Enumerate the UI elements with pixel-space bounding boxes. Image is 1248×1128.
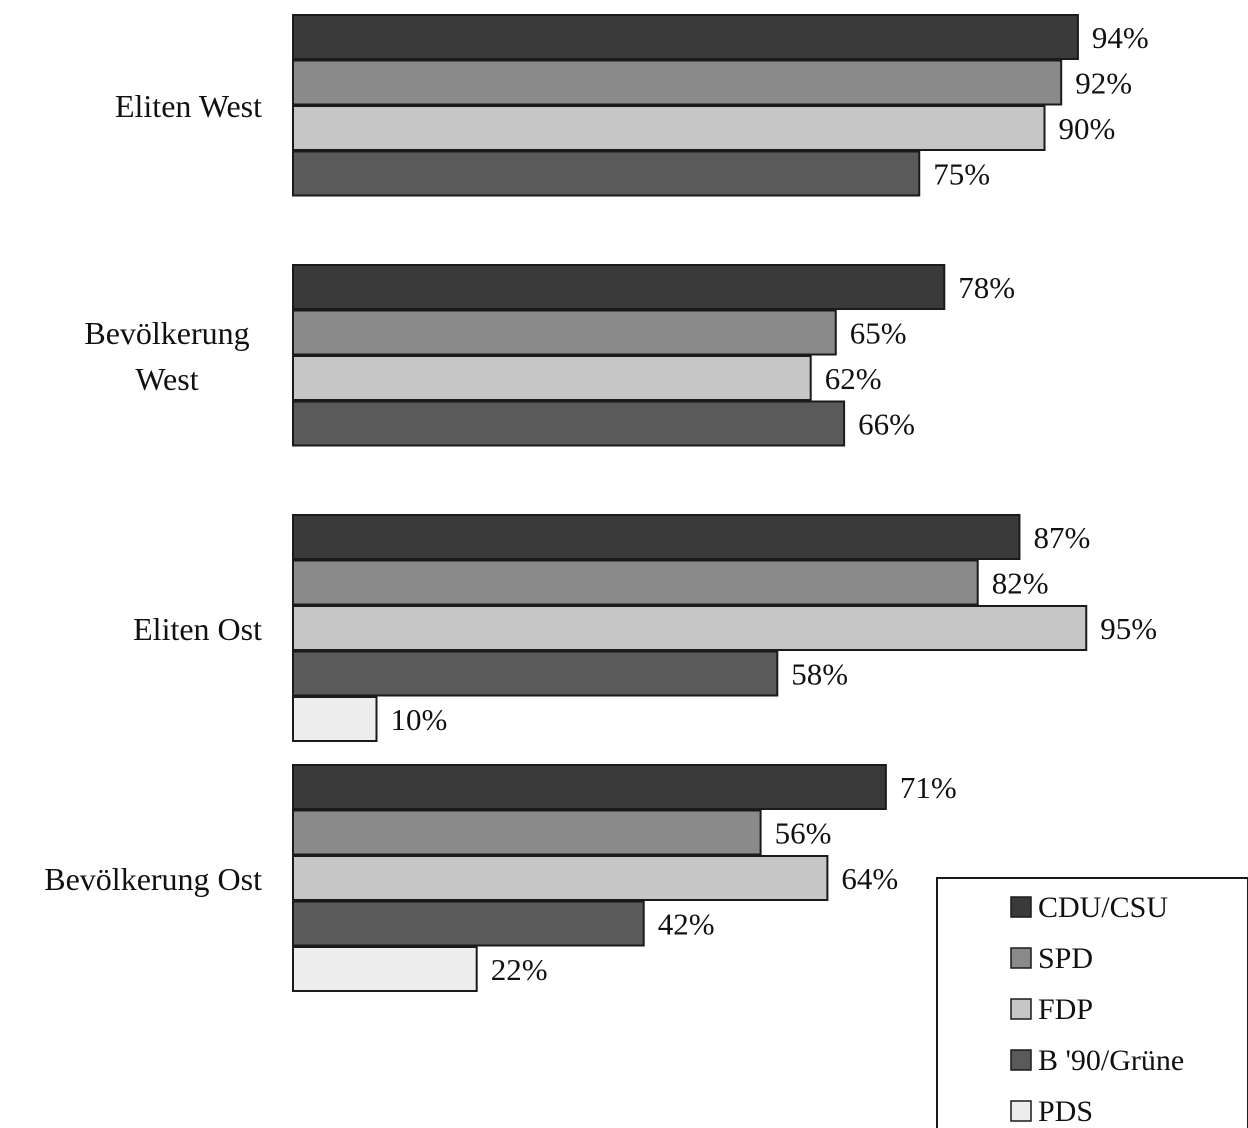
bar-spd <box>292 559 979 606</box>
labels-layer: Eliten West 94% 92% 90% 75% Bevölkerung West 78… <box>44 20 1157 987</box>
category-label: Eliten West <box>115 88 262 124</box>
value-label: 65% <box>850 316 907 351</box>
legend-label: PDS <box>1038 1095 1093 1128</box>
value-label: 10% <box>391 702 448 737</box>
value-label: 71% <box>900 770 957 805</box>
category-label: Eliten Ost <box>133 611 262 647</box>
legend-swatch <box>1010 1049 1032 1071</box>
legend-label: B '90/Grüne <box>1038 1044 1184 1077</box>
value-label: 62% <box>825 361 882 396</box>
value-label: 58% <box>791 657 848 692</box>
bar-fdp <box>292 355 812 401</box>
bar-spd <box>292 59 1063 106</box>
bar-b-90-gr-ne <box>292 650 779 697</box>
legend-label: SPD <box>1038 942 1093 975</box>
category-label: Bevölkerung Ost <box>44 861 262 897</box>
value-label: 92% <box>1075 66 1132 101</box>
category-label: Bevölkerung <box>84 315 249 351</box>
bar-pds <box>292 946 478 992</box>
bar-cdu-csu <box>292 764 887 810</box>
value-label: 22% <box>491 952 548 987</box>
value-label: 82% <box>992 566 1049 601</box>
legend-swatch <box>1010 896 1032 918</box>
value-label: 90% <box>1059 111 1116 146</box>
bar-b-90-gr-ne <box>292 900 645 947</box>
legend-label: FDP <box>1038 993 1093 1026</box>
legend-box <box>936 877 1248 1128</box>
legend-swatch <box>1010 1100 1032 1122</box>
bars-layer <box>292 14 1088 992</box>
legend: CDU/CSU SPD FDP B '90/Grüne PDS <box>936 877 1248 1128</box>
value-label: 95% <box>1100 611 1157 646</box>
value-label: 56% <box>775 816 832 851</box>
value-label: 42% <box>658 907 715 942</box>
category-label: West <box>135 361 198 397</box>
bar-b-90-gr-ne <box>292 400 846 447</box>
legend-swatch <box>1010 998 1032 1020</box>
bar-cdu-csu <box>292 514 1021 560</box>
bar-cdu-csu <box>292 264 946 310</box>
bar-fdp <box>292 105 1046 151</box>
bar-pds <box>292 696 378 742</box>
bar-cdu-csu <box>292 14 1079 60</box>
bar-fdp <box>292 855 829 901</box>
value-label: 94% <box>1092 20 1149 55</box>
bar-spd <box>292 809 762 856</box>
bar-fdp <box>292 605 1088 651</box>
legend-label: CDU/CSU <box>1038 891 1168 924</box>
value-label: 66% <box>858 407 915 442</box>
value-label: 64% <box>841 861 898 896</box>
bar-b-90-gr-ne <box>292 150 921 197</box>
value-label: 87% <box>1033 520 1090 555</box>
value-label: 75% <box>933 157 990 192</box>
legend-swatch <box>1010 947 1032 969</box>
value-label: 78% <box>958 270 1015 305</box>
bar-spd <box>292 309 837 356</box>
